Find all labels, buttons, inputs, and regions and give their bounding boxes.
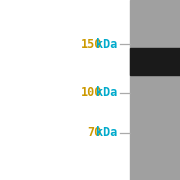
Bar <box>130 48 180 75</box>
Text: kDa: kDa <box>96 127 117 140</box>
Text: 70: 70 <box>88 127 102 140</box>
Text: 100: 100 <box>81 87 102 100</box>
Text: kDa: kDa <box>96 37 117 51</box>
Text: 150: 150 <box>81 37 102 51</box>
Text: kDa: kDa <box>96 87 117 100</box>
Bar <box>130 0 180 180</box>
